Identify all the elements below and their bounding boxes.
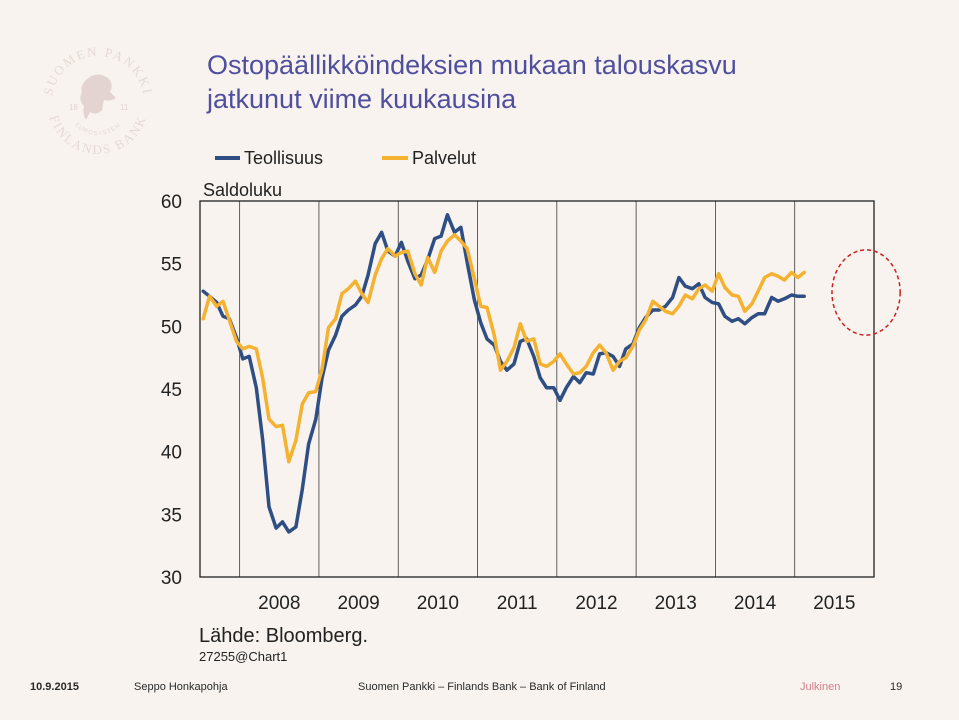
x-tick-label: 2011 xyxy=(497,593,538,614)
slide-title-line-1: Ostopäällikköindeksien mukaan talouskasv… xyxy=(207,50,737,80)
footer-author: Seppo Honkapohja xyxy=(134,681,228,693)
plot-frame xyxy=(199,200,875,578)
x-tick-label: 2012 xyxy=(575,593,617,614)
logo-year-right: 11 xyxy=(120,103,129,112)
x-tick-label: 2008 xyxy=(258,593,300,614)
y-tick-label: 45 xyxy=(161,380,182,401)
footer-page-number: 19 xyxy=(890,681,903,693)
slide-title-line-2: jatkunut viime kuukausina xyxy=(207,84,517,114)
series-line xyxy=(201,233,806,464)
y-tick-label: 55 xyxy=(161,255,182,276)
legend-label: Teollisuus xyxy=(244,148,323,168)
legend-label: Palvelut xyxy=(412,148,476,168)
y-tick-label: 40 xyxy=(161,443,182,464)
y-axis-label: Saldoluku xyxy=(203,180,282,200)
x-tick-label: 2014 xyxy=(734,593,777,614)
footer-classification: Julkinen xyxy=(800,681,841,693)
footer-date: 10.9.2015 xyxy=(30,681,79,693)
bank-logo: SUOMEN PANKKI FINLANDS BANK EUROSYSTEM 1… xyxy=(40,44,153,157)
slide-title: Ostopäällikköindeksien mukaan talouskasv… xyxy=(207,48,927,116)
series-line xyxy=(201,213,806,534)
x-tick-label: 2013 xyxy=(655,593,697,614)
x-tick-label: 2010 xyxy=(417,593,459,614)
lion-crest-icon xyxy=(80,74,116,120)
y-tick-label: 35 xyxy=(161,505,182,526)
y-tick-label: 30 xyxy=(161,568,182,589)
x-tick-label: 2015 xyxy=(813,593,855,614)
source-note: Lähde: Bloomberg. xyxy=(199,625,368,647)
y-tick-label: 60 xyxy=(161,192,182,213)
x-tick-label: 2009 xyxy=(337,593,379,614)
y-tick-label: 50 xyxy=(161,317,182,338)
chart-code: 27255@Chart1 xyxy=(199,649,287,664)
highlight-ellipse xyxy=(831,249,901,336)
footer-organization: Suomen Pankki – Finlands Bank – Bank of … xyxy=(358,681,606,693)
logo-year-left: 18 xyxy=(69,103,78,112)
